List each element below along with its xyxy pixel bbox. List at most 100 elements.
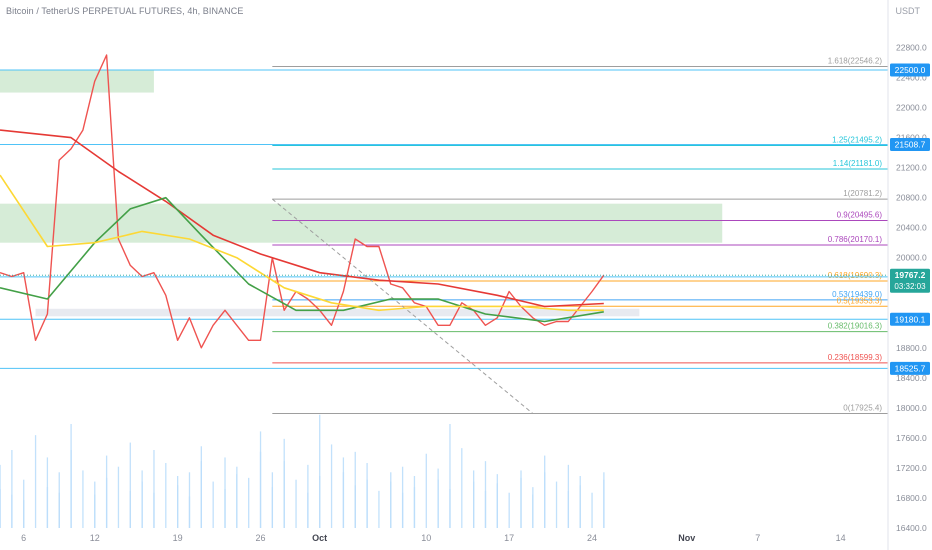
- volume-bar: [532, 494, 534, 528]
- moving-average-line: [0, 174, 604, 312]
- volume-bar: [307, 464, 309, 528]
- current-price-label: 19767.2: [895, 270, 926, 280]
- x-tick-label: 6: [21, 533, 26, 543]
- y-tick-label: 20400.0: [896, 223, 927, 233]
- y-tick-label: 21200.0: [896, 163, 927, 173]
- y-tick-label: 18400.0: [896, 373, 927, 383]
- zone-rect: [0, 203, 723, 243]
- x-tick-label: 24: [587, 533, 597, 543]
- volume-bar: [413, 487, 416, 528]
- y-tick-label: 17200.0: [896, 463, 927, 473]
- volume-bar: [177, 485, 179, 528]
- volume-bar: [591, 492, 593, 528]
- price-line-badge: [890, 63, 930, 77]
- volume-bar: [212, 481, 214, 528]
- x-tick-label: 12: [90, 533, 100, 543]
- volume-bar: [484, 461, 487, 528]
- x-tick-label: 17: [504, 533, 514, 543]
- price-line-badge: [890, 361, 930, 375]
- volume-bar: [153, 450, 155, 528]
- fib-level-label: 0(17925.4): [843, 403, 882, 412]
- volume-bar: [378, 490, 380, 528]
- fib-level-label: 1(20781.2): [843, 189, 882, 198]
- price-series-line: [0, 54, 605, 349]
- y-tick-label: 22000.0: [896, 103, 927, 113]
- fib-level-label: 0.53(19439.0): [832, 290, 882, 299]
- volume-bar: [520, 477, 522, 528]
- x-tick-label: Nov: [678, 533, 695, 543]
- volume-bar: [200, 461, 202, 528]
- current-price-badge: [890, 268, 930, 293]
- price-line-badge-label: 21508.7: [895, 139, 926, 149]
- y-tick-label: 16800.0: [896, 493, 927, 503]
- trendline: [272, 198, 534, 414]
- volume-bar: [603, 479, 605, 528]
- volume-bar: [0, 464, 1, 528]
- volume-bar: [129, 490, 131, 528]
- fib-level-label: 0.786(20170.1): [828, 235, 883, 244]
- volume-bar: [354, 451, 356, 528]
- volume-bar: [496, 483, 498, 528]
- zone-rect: [35, 308, 640, 317]
- volume-bar: [82, 470, 84, 528]
- fib-level-label: 1.25(21495.2): [832, 135, 882, 144]
- y-tick-label: 16400.0: [896, 523, 927, 533]
- volume-bar: [271, 487, 274, 528]
- x-tick-label: 14: [836, 533, 846, 543]
- y-tick-label: 18000.0: [896, 403, 927, 413]
- volume-bar: [94, 494, 96, 528]
- volume-bar: [46, 487, 49, 528]
- volume-bar: [342, 472, 345, 528]
- volume-bar: [224, 457, 226, 528]
- volume-bar: [236, 466, 238, 528]
- volume-bar: [23, 500, 25, 528]
- volume-bar: [437, 479, 439, 528]
- fib-level-label: 0.5(19353.3): [837, 296, 883, 305]
- volume-bar: [295, 479, 297, 528]
- y-tick-label: 18800.0: [896, 343, 927, 353]
- volume-bar: [141, 481, 143, 528]
- volume-bar: [330, 444, 333, 528]
- y-tick-label: 22800.0: [896, 43, 927, 53]
- y-tick-label: 20000.0: [896, 253, 927, 263]
- price-line-badge-label: 18525.7: [895, 363, 926, 373]
- volume-bar: [579, 485, 581, 528]
- volume-bar: [34, 435, 37, 528]
- fib-level-label: 0.236(18599.3): [828, 353, 883, 362]
- volume-bar: [319, 414, 321, 528]
- volume-bar: [567, 464, 570, 528]
- volume-bar: [473, 481, 475, 528]
- x-tick-label: Oct: [312, 533, 327, 543]
- x-tick-label: 10: [421, 533, 431, 543]
- volume-bar: [544, 472, 546, 528]
- y-tick-label: 20800.0: [896, 193, 927, 203]
- y-tick-label: 21600.0: [896, 133, 927, 143]
- countdown-label: 03:32:03: [894, 282, 926, 291]
- price-line-badge: [890, 137, 930, 151]
- x-tick-label: 26: [255, 533, 265, 543]
- volume-bar: [165, 463, 167, 528]
- moving-average-line: [0, 196, 604, 323]
- chart-title: Bitcoin / TetherUS PERPETUAL FUTURES, 4h…: [6, 6, 244, 16]
- zone-rect: [0, 70, 154, 93]
- price-line-badge: [890, 312, 930, 326]
- y-tick-label: 17600.0: [896, 433, 927, 443]
- volume-bar: [508, 492, 510, 528]
- volume-bar: [188, 472, 191, 528]
- volume-bar: [11, 450, 13, 528]
- volume-bar: [555, 481, 558, 528]
- volume-bar: [129, 442, 131, 528]
- volume-bar: [401, 466, 404, 528]
- fib-level-label: 1.618(22546.2): [828, 57, 883, 66]
- volume-bar: [70, 450, 72, 528]
- volume-bar: [425, 453, 427, 528]
- volume-bar: [390, 481, 392, 528]
- volume-bar: [117, 466, 120, 528]
- x-tick-label: 19: [173, 533, 183, 543]
- x-tick-label: 7: [755, 533, 760, 543]
- volume-bar: [461, 448, 463, 528]
- volume-bar: [366, 479, 368, 528]
- y-tick-label: 22400.0: [896, 73, 927, 83]
